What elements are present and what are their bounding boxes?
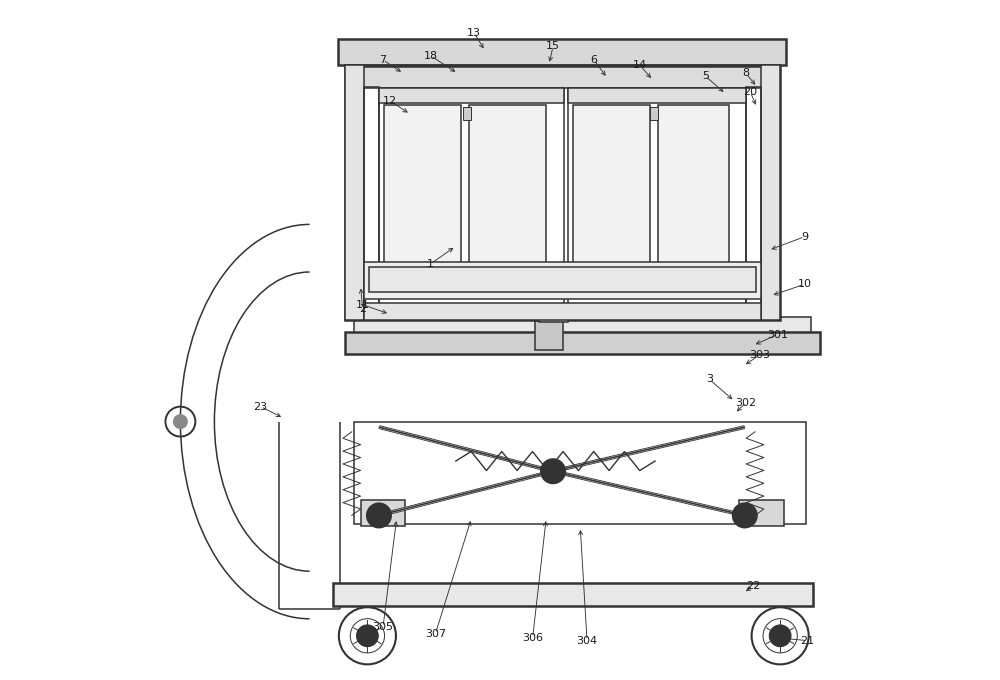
Bar (354, 422, 806, 524)
Bar (658, 105, 729, 288)
Text: 21: 21 (800, 636, 814, 645)
Bar (650, 107, 658, 120)
Text: 11: 11 (356, 300, 370, 309)
Text: 1: 1 (427, 259, 434, 269)
Circle shape (357, 625, 378, 647)
Bar (573, 105, 650, 288)
Text: 13: 13 (467, 28, 481, 37)
Text: 23: 23 (254, 402, 268, 411)
Text: 303: 303 (749, 350, 770, 360)
Text: 306: 306 (522, 633, 543, 643)
Bar (384, 105, 461, 288)
Text: 20: 20 (743, 87, 757, 97)
Bar (345, 65, 780, 320)
Text: 5: 5 (702, 71, 709, 81)
Bar (568, 88, 746, 103)
Text: 2: 2 (359, 305, 366, 314)
Circle shape (367, 503, 391, 528)
Bar (354, 317, 811, 332)
Text: 6: 6 (590, 55, 597, 65)
Bar (535, 321, 563, 350)
Bar (361, 500, 405, 526)
Circle shape (373, 510, 384, 521)
Bar (345, 332, 820, 354)
Text: 14: 14 (632, 60, 646, 69)
Bar (364, 303, 761, 320)
Bar (379, 88, 564, 305)
Bar (364, 87, 379, 320)
Text: 9: 9 (801, 232, 808, 241)
Text: 307: 307 (425, 629, 446, 639)
Bar (369, 267, 756, 292)
Bar (379, 88, 564, 103)
Bar (352, 67, 773, 88)
Circle shape (769, 625, 791, 647)
Text: 8: 8 (743, 69, 750, 78)
Text: 305: 305 (373, 622, 394, 632)
Circle shape (733, 503, 757, 528)
Bar (338, 39, 786, 65)
Bar (568, 88, 746, 305)
Text: 15: 15 (546, 41, 560, 51)
Bar (539, 305, 568, 322)
Text: 12: 12 (383, 96, 397, 105)
Text: 7: 7 (379, 55, 387, 65)
Bar (345, 65, 364, 320)
Text: 3: 3 (706, 375, 713, 384)
Circle shape (541, 459, 565, 483)
Text: 301: 301 (767, 330, 788, 339)
Circle shape (739, 510, 750, 521)
Bar (739, 500, 784, 526)
Bar (333, 583, 813, 606)
Text: 18: 18 (424, 51, 438, 61)
Bar (364, 262, 761, 299)
Bar (469, 105, 546, 288)
Text: 304: 304 (576, 636, 598, 645)
Circle shape (548, 466, 559, 477)
Circle shape (173, 414, 188, 429)
Text: 10: 10 (798, 279, 812, 289)
Bar (463, 107, 471, 120)
Bar (746, 87, 761, 320)
Bar (761, 65, 780, 320)
Text: 22: 22 (746, 581, 760, 591)
Text: 302: 302 (736, 398, 757, 407)
